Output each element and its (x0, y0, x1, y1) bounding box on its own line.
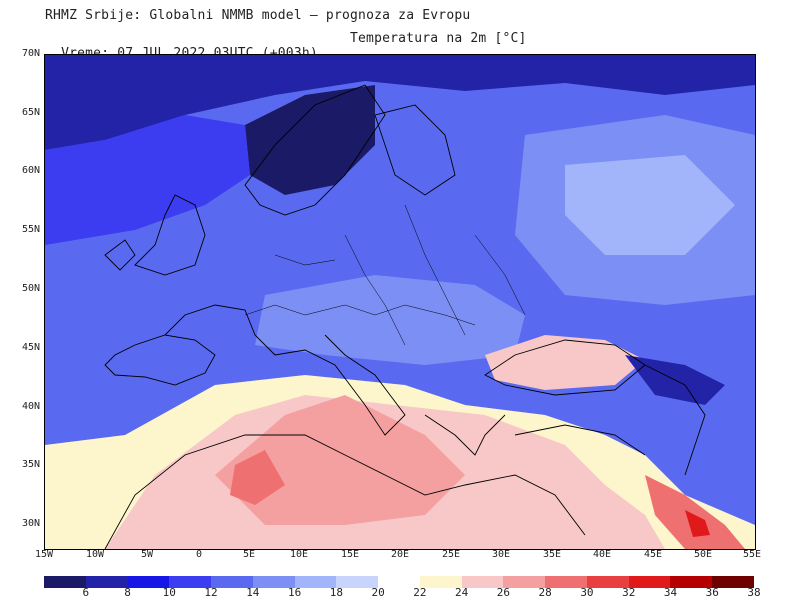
cold-arctic-zone (45, 55, 755, 150)
central-europe-zone (255, 275, 525, 365)
temperature-map (44, 54, 756, 550)
lat-label: 45N (21, 342, 40, 353)
colorbar-label: 6 (82, 586, 90, 599)
lat-label: 55N (21, 224, 40, 235)
russia-mild-zone (565, 155, 735, 255)
black-sea-warm-zone (485, 335, 645, 390)
colorbar-swatch (44, 576, 86, 588)
lon-label: 35E (542, 549, 562, 560)
colorbar-swatch (169, 576, 212, 588)
colorbar (44, 576, 755, 588)
lon-label: 10E (289, 549, 309, 560)
colorbar-swatch (586, 576, 629, 588)
lon-label: 0 (195, 549, 203, 560)
colorbar-swatch (419, 576, 462, 588)
colorbar-label: 22 (413, 586, 427, 599)
britain-coast (134, 194, 206, 276)
colorbar-label: 34 (663, 586, 678, 599)
finland-coast (374, 104, 456, 196)
country-borders (244, 204, 526, 346)
colorbar-swatch (503, 576, 546, 588)
colorbar-swatch (127, 576, 170, 588)
colorbar-swatch (461, 576, 504, 588)
colorbar-label: 32 (622, 586, 636, 599)
lat-label: 35N (21, 459, 40, 470)
greece-coast (424, 414, 506, 456)
iberia-coast (104, 334, 216, 386)
colorbar-label: 30 (580, 586, 594, 599)
lon-label: 15W (34, 549, 54, 560)
ireland-coast (104, 239, 136, 271)
lon-label: 5E (242, 549, 256, 560)
lon-label: 15E (340, 549, 360, 560)
hot-spot-gulf (685, 510, 710, 537)
colorbar-swatch (712, 576, 755, 588)
colorbar-label: 16 (287, 586, 302, 599)
chart-title: RHMZ Srbije: Globalni NMMB model — progn… (45, 8, 471, 23)
scandinavia-cold-zone (245, 85, 375, 195)
caspian-coast (644, 364, 706, 476)
warm-africa-zone (215, 395, 465, 525)
atlantic-cold-zone (45, 115, 250, 245)
colorbar-label: 20 (371, 586, 385, 599)
colorbar-label: 36 (705, 586, 719, 599)
lat-label: 30N (21, 518, 40, 529)
lon-label: 50E (693, 549, 713, 560)
colorbar-label: 24 (455, 586, 469, 599)
colorbar-swatch (252, 576, 295, 588)
france-italy-coast (164, 304, 406, 436)
lon-label: 55E (742, 549, 762, 560)
colorbar-label: 26 (496, 586, 511, 599)
colorbar-swatch (294, 576, 337, 588)
lon-label: 10W (85, 549, 105, 560)
colorbar-label: 8 (124, 586, 131, 599)
coastlines (104, 84, 706, 549)
lon-label: 40E (592, 549, 612, 560)
lon-label: 20E (390, 549, 410, 560)
colorbar-label: 10 (162, 586, 176, 599)
colorbar-label: 38 (747, 586, 761, 599)
colorbar-swatch (378, 576, 420, 588)
colorbar-swatch (336, 576, 379, 588)
lat-label: 60N (21, 165, 40, 176)
hot-spot-algeria (230, 450, 285, 505)
map-canvas (45, 55, 755, 549)
colorbar-label: 28 (538, 586, 552, 599)
lat-label: 70N (21, 48, 40, 59)
turkey-coast (514, 424, 646, 456)
colorbar-label: 12 (204, 586, 218, 599)
scandinavia-coast (244, 84, 386, 216)
lon-label: 25E (441, 549, 461, 560)
colorbar-swatch (670, 576, 713, 588)
parameter-label: Temperatura na 2m [°C] (350, 31, 527, 46)
colorbar-label: 18 (329, 586, 343, 599)
lat-label: 50N (21, 283, 40, 294)
lon-label: 5W (140, 549, 154, 560)
lat-label: 40N (21, 401, 40, 412)
colorbar-label: 14 (246, 586, 260, 599)
lon-label: 45E (643, 549, 663, 560)
lat-label: 65N (21, 107, 40, 118)
north-africa-coast (104, 434, 586, 549)
colorbar-swatch (85, 576, 128, 588)
colorbar-swatch (211, 576, 253, 588)
hot-spot-arabia (645, 475, 745, 549)
lon-label: 30E (491, 549, 511, 560)
colorbar-swatch (628, 576, 671, 588)
colorbar-swatch (545, 576, 587, 588)
